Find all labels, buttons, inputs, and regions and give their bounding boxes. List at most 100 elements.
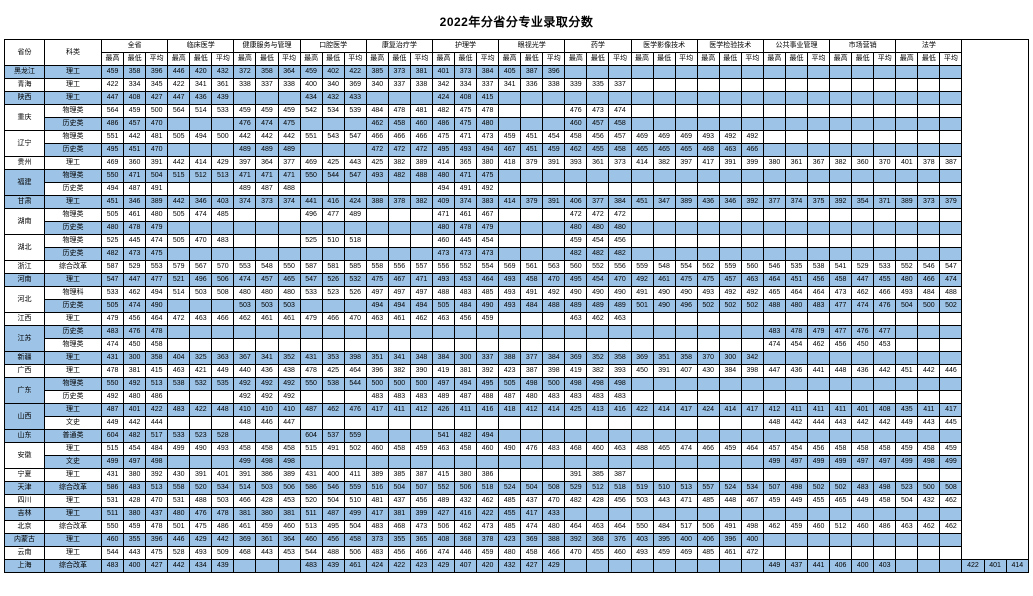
score-cell: 488 xyxy=(321,546,345,560)
table-row: 宁夏 理工 431 380 392 430 391 401 391 386 389 431 400 411… xyxy=(4,468,1029,482)
score-cell: 557 xyxy=(696,481,720,495)
score-cell: 465 xyxy=(630,143,654,157)
score-cell: 492 xyxy=(255,390,279,404)
score-cell xyxy=(674,234,698,248)
stat-header: 平均 xyxy=(277,52,301,66)
score-cell xyxy=(851,234,875,248)
score-cell: 371 xyxy=(873,195,897,209)
score-cell: 485 xyxy=(498,494,522,508)
score-cell xyxy=(806,104,831,118)
score-cell: 341 xyxy=(189,78,213,92)
score-cell: 414 xyxy=(498,195,522,209)
score-cell: 504 xyxy=(895,299,919,313)
score-cell: 464 xyxy=(476,273,500,287)
score-cell xyxy=(851,104,875,118)
score-cell: 458 xyxy=(387,442,411,456)
stat-header: 最高 xyxy=(233,52,257,66)
score-cell xyxy=(762,169,786,183)
score-cell: 473 xyxy=(476,247,500,261)
score-cell: 458 xyxy=(277,442,301,456)
score-cell: 458 xyxy=(387,117,411,131)
score-cell xyxy=(277,325,301,339)
score-cell: 380 xyxy=(123,507,147,521)
score-cell: 431 xyxy=(299,351,323,365)
score-cell: 337 xyxy=(476,351,500,365)
score-cell: 481 xyxy=(409,104,433,118)
stat-header: 最低 xyxy=(453,52,478,66)
score-cell: 488 xyxy=(431,286,456,300)
score-cell: 463 xyxy=(608,442,632,456)
score-cell: 337 xyxy=(608,78,632,92)
score-cell: 408 xyxy=(453,91,478,105)
score-cell xyxy=(917,208,941,222)
score-cell: 469 xyxy=(652,130,676,144)
score-cell: 396 xyxy=(145,533,169,547)
score-cell: 478 xyxy=(387,104,411,118)
score-cell xyxy=(233,247,257,261)
table-row: 陕西 理工 447 408 427 447 436 439 434 432 433 424 408 415 xyxy=(4,91,1029,105)
score-cell: 498 xyxy=(740,520,764,534)
score-cell: 417 xyxy=(365,507,389,521)
score-cell xyxy=(917,338,941,352)
score-cell xyxy=(189,247,213,261)
score-cell: 509 xyxy=(211,546,235,560)
score-cell xyxy=(829,507,853,521)
score-cell: 507 xyxy=(762,481,786,495)
category-cell: 理工 xyxy=(44,156,102,170)
score-cell xyxy=(586,429,610,443)
score-cell: 427 xyxy=(145,559,169,573)
score-cell xyxy=(806,65,831,79)
score-cell: 386 xyxy=(476,468,500,482)
score-cell: 500 xyxy=(542,377,566,391)
score-cell: 428 xyxy=(123,494,147,508)
score-cell: 414 xyxy=(189,156,213,170)
score-cell xyxy=(431,416,456,430)
score-cell xyxy=(851,247,875,261)
score-cell xyxy=(674,390,698,404)
score-cell: 383 xyxy=(476,195,500,209)
score-cell: 493 xyxy=(189,546,213,560)
score-cell xyxy=(211,221,235,235)
score-cell: 446 xyxy=(453,546,478,560)
table-row: 历史类 486 457 470 476 474 475 462 458 460 486 475 480 4… xyxy=(5,117,1029,131)
score-cell: 381 xyxy=(277,507,301,521)
score-cell xyxy=(630,325,654,339)
score-cell: 506 xyxy=(211,273,235,287)
province-cell: 安徽 xyxy=(4,442,45,469)
score-cell xyxy=(939,78,963,92)
score-cell: 514 xyxy=(167,286,191,300)
score-cell: 411 xyxy=(343,468,367,482)
score-cell: 547 xyxy=(299,273,323,287)
score-cell: 483 xyxy=(365,546,389,560)
score-cell: 393 xyxy=(608,364,632,378)
score-cell: 471 xyxy=(123,169,147,183)
score-cell: 529 xyxy=(123,260,147,274)
score-cell: 414 xyxy=(652,403,676,417)
score-cell xyxy=(211,143,235,157)
score-cell xyxy=(718,169,742,183)
score-cell xyxy=(718,117,742,131)
stat-header: 平均 xyxy=(608,52,632,66)
score-cell: 470 xyxy=(145,494,169,508)
score-cell: 347 xyxy=(652,195,676,209)
score-cell xyxy=(365,208,389,222)
score-cell: 471 xyxy=(233,169,257,183)
score-cell: 517 xyxy=(145,429,169,443)
score-cell: 480 xyxy=(520,390,544,404)
score-cell: 483 xyxy=(365,390,389,404)
score-cell xyxy=(939,182,963,196)
score-cell: 550 xyxy=(100,520,125,534)
score-cell: 422 xyxy=(189,403,213,417)
score-cell: 442 xyxy=(917,364,941,378)
score-cell xyxy=(498,338,522,352)
score-cell: 497 xyxy=(123,455,147,469)
score-cell: 447 xyxy=(277,416,301,430)
score-cell: 474 xyxy=(431,546,456,560)
score-cell: 551 xyxy=(100,130,125,144)
stat-header: 最低 xyxy=(123,52,147,66)
table-row: 甘肃 理工 451 346 389 442 346 403 374 373 374 441 416 424… xyxy=(4,195,1029,209)
score-cell: 492 xyxy=(740,130,764,144)
score-cell xyxy=(762,91,786,105)
score-cell: 495 xyxy=(321,520,345,534)
group-header: 康复治疗学 xyxy=(365,39,433,53)
